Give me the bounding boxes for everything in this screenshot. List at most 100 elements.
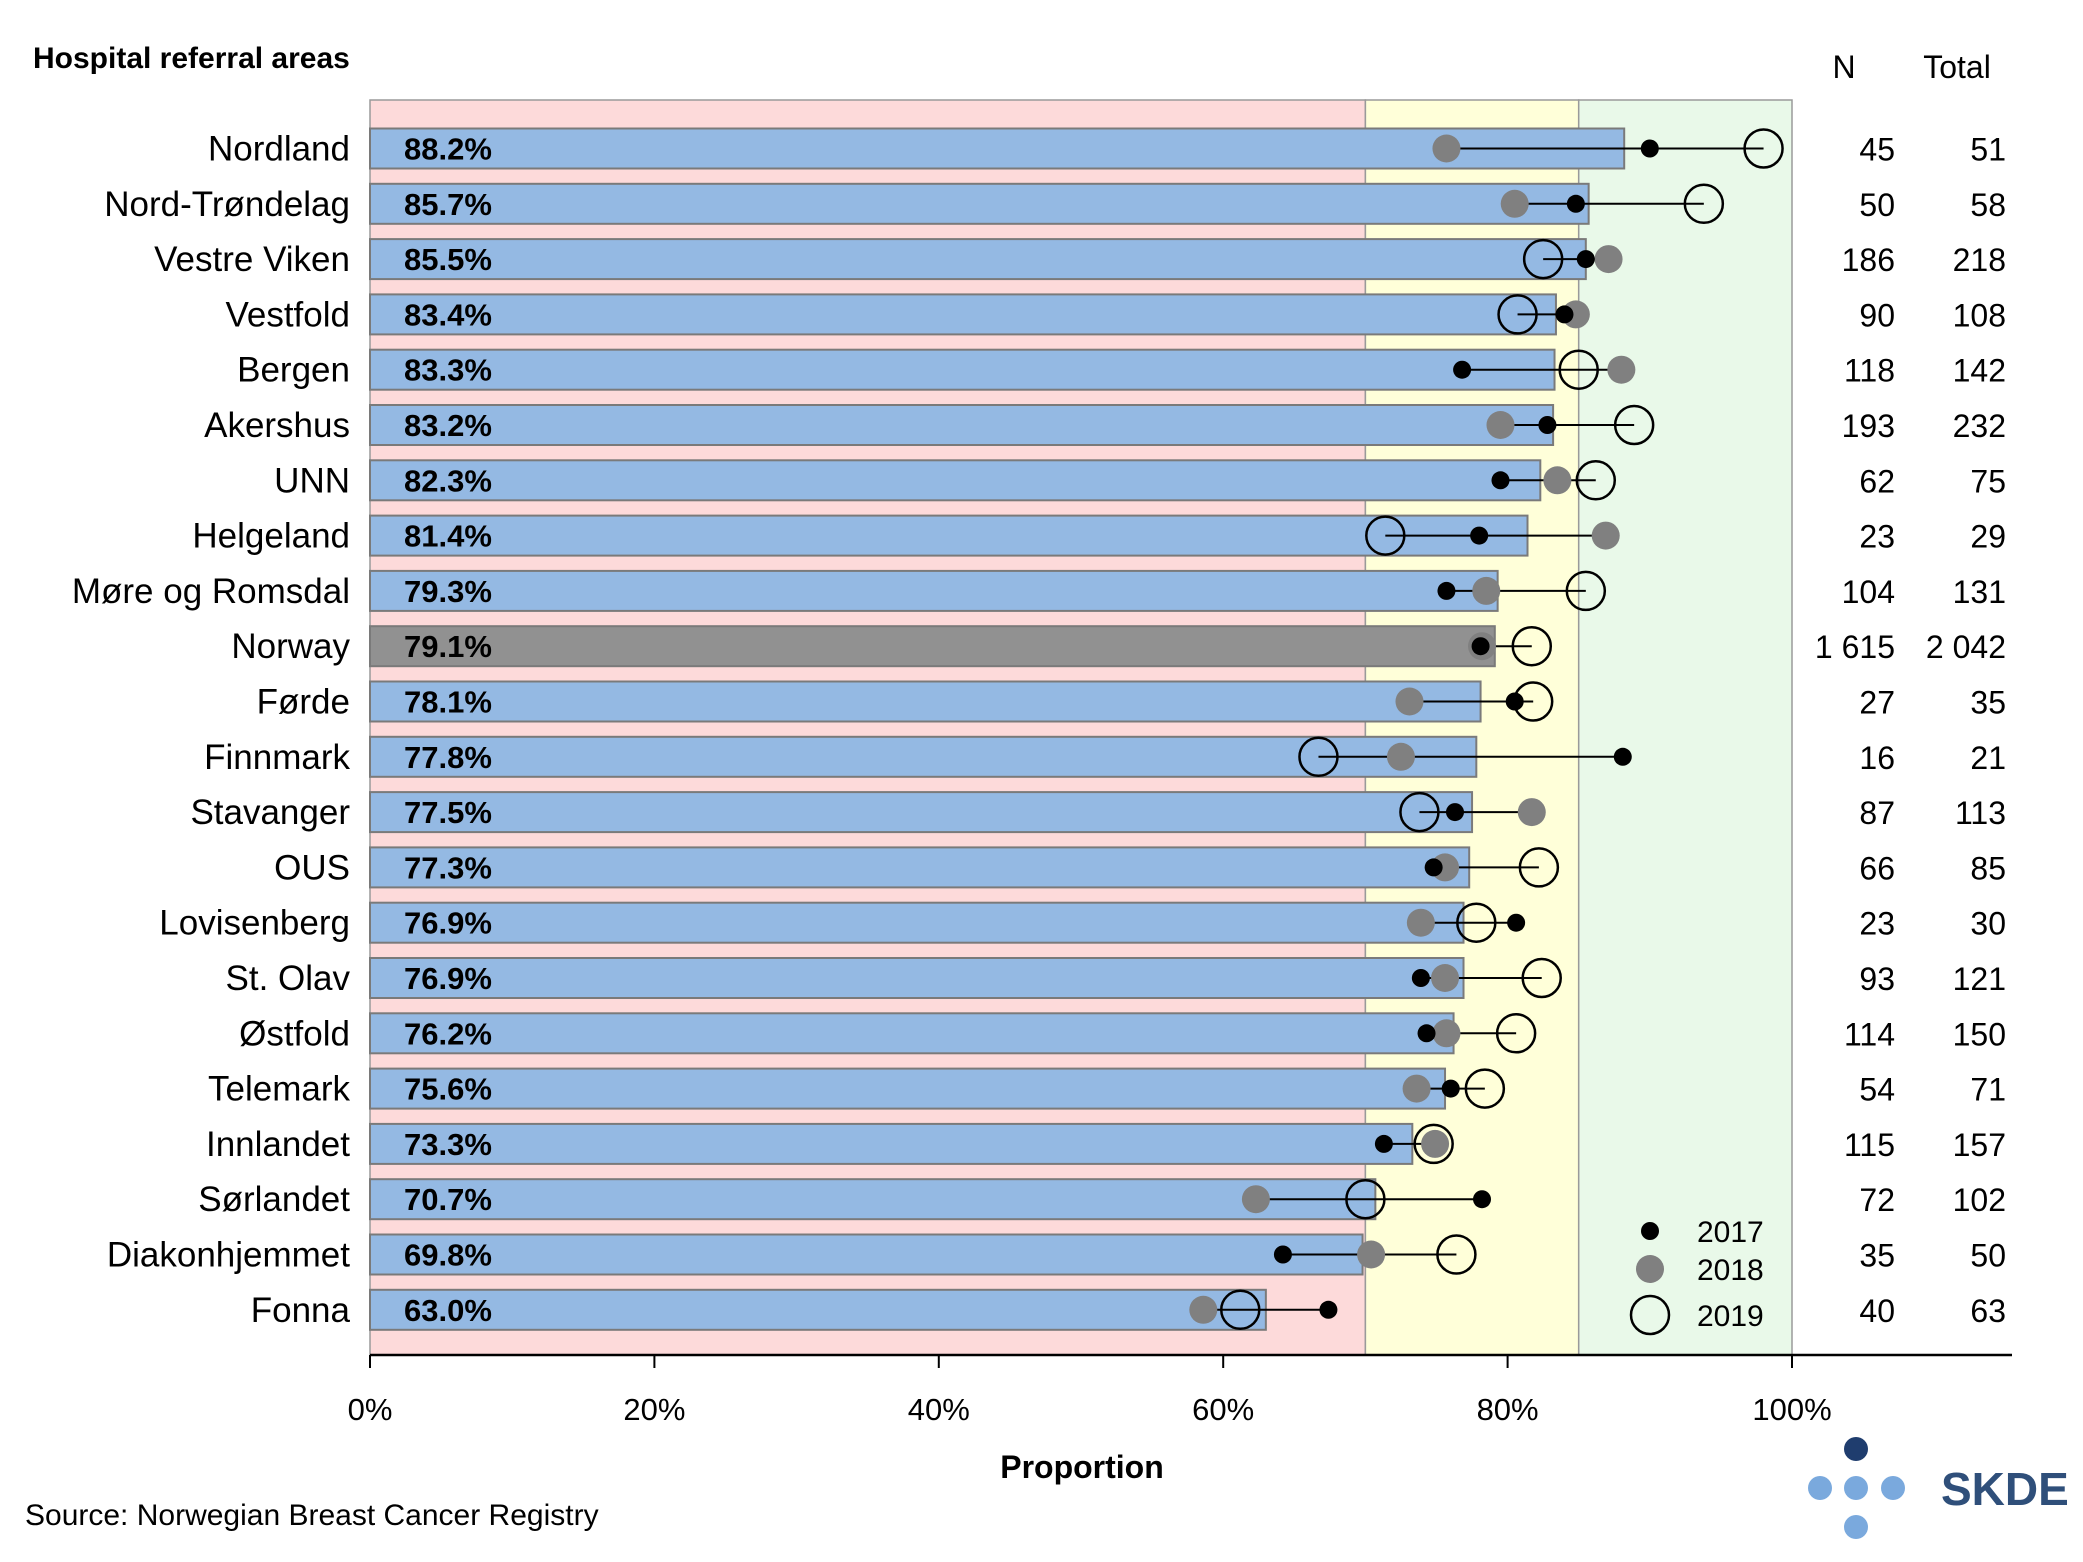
marker-2017-vestfold	[1555, 305, 1574, 324]
value-label-f-rde: 78.1%	[404, 685, 492, 720]
marker-2017-finnmark	[1613, 747, 1632, 766]
bar-m-re-og-romsdal	[369, 569, 1499, 612]
bar-innlandet	[369, 1122, 1414, 1165]
value-label-helgeland: 81.4%	[404, 519, 492, 554]
logo-dot-center	[1844, 1476, 1868, 1500]
value-label-unn: 82.3%	[404, 463, 492, 498]
marker-2018-nordland	[1432, 134, 1461, 163]
total-value-innlandet: 157	[1953, 1127, 2006, 1163]
marker-2019-diakonhjemmet	[1436, 1234, 1477, 1275]
x-tick-label-2: 40%	[908, 1392, 970, 1427]
total-value-unn: 75	[1970, 463, 2006, 499]
bar-lovisenberg	[369, 901, 1465, 944]
category-label-stfold: Østfold	[239, 1014, 350, 1053]
n-value-helgeland: 23	[1859, 519, 1895, 555]
value-label-telemark: 75.6%	[404, 1072, 492, 1107]
legend: 2017 2018 2019	[1629, 1216, 1764, 1336]
category-label-innlandet: Innlandet	[206, 1125, 350, 1164]
value-label-innlandet: 73.3%	[404, 1127, 492, 1162]
value-label-bergen: 83.3%	[404, 353, 492, 388]
bar-finnmark	[369, 735, 1478, 778]
total-value-helgeland: 29	[1970, 519, 2006, 555]
n-value-m-re-og-romsdal: 104	[1842, 574, 1895, 610]
marker-2019-lovisenberg	[1456, 902, 1497, 943]
x-tick-label-0: 0%	[348, 1392, 393, 1427]
n-value-s-rlandet: 72	[1859, 1182, 1895, 1218]
value-label-st-olav: 76.9%	[404, 961, 492, 996]
total-value-telemark: 71	[1970, 1072, 2006, 1108]
year-markers	[1189, 128, 1784, 1331]
category-label-f-rde: Førde	[257, 683, 350, 722]
bar-st-olav	[369, 957, 1465, 999]
n-value-f-rde: 27	[1859, 685, 1895, 721]
category-label-nordland: Nordland	[208, 130, 350, 169]
category-label-helgeland: Helgeland	[192, 517, 350, 556]
n-value-ous: 66	[1859, 850, 1895, 886]
n-value-stavanger: 87	[1859, 795, 1895, 831]
value-label-m-re-og-romsdal: 79.3%	[404, 574, 492, 609]
total-value-stavanger: 113	[1955, 795, 2006, 831]
total-value-bergen: 142	[1953, 353, 2006, 389]
marker-2017-telemark	[1441, 1079, 1460, 1098]
n-header: N	[1832, 49, 1855, 85]
total-value-ous: 85	[1970, 850, 2006, 886]
marker-2017-innlandet	[1374, 1134, 1393, 1153]
x-tick-label-4: 80%	[1477, 1392, 1539, 1427]
x-axis-ticks: 0% 20% 40% 60% 80% 100%	[348, 1355, 1832, 1427]
n-value-stfold: 114	[1844, 1016, 1895, 1052]
marker-2017-diakonhjemmet	[1273, 1245, 1292, 1264]
value-label-nord-tr-ndelag: 85.7%	[404, 187, 492, 222]
logo-dot-right	[1881, 1476, 1905, 1500]
legend-2018-label: 2018	[1697, 1254, 1764, 1287]
marker-2018-diakonhjemmet	[1357, 1240, 1386, 1269]
bar-s-rlandet	[369, 1178, 1377, 1221]
marker-2019-fonna	[1220, 1289, 1261, 1331]
legend-2018-marker	[1636, 1255, 1664, 1283]
bar-stavanger	[369, 791, 1474, 834]
n-value-akershus: 193	[1842, 408, 1895, 444]
category-label-akershus: Akershus	[204, 406, 350, 445]
marker-2018-stfold	[1432, 1019, 1461, 1048]
marker-2017-unn	[1491, 471, 1510, 490]
marker-2018-finnmark	[1386, 742, 1415, 771]
total-value-nordland: 51	[1970, 132, 2006, 168]
marker-2019-m-re-og-romsdal	[1565, 570, 1607, 612]
n-value-st-olav: 93	[1859, 961, 1895, 997]
bar-fonna	[369, 1288, 1267, 1331]
marker-2019-innlandet	[1413, 1123, 1454, 1165]
marker-2018-bergen	[1607, 355, 1636, 384]
category-label-telemark: Telemark	[208, 1070, 350, 1109]
marker-2019-ous	[1518, 847, 1560, 888]
n-value-nordland: 45	[1859, 132, 1895, 168]
marker-2017-stfold	[1417, 1024, 1436, 1043]
n-value-bergen: 118	[1844, 353, 1895, 389]
marker-2019-akershus	[1613, 404, 1655, 446]
value-label-finnmark: 77.8%	[404, 740, 492, 775]
value-label-stavanger: 77.5%	[404, 795, 492, 830]
marker-2018-telemark	[1402, 1074, 1431, 1103]
bar-vestre-viken	[369, 238, 1587, 281]
category-label-st-olav: St. Olav	[226, 959, 351, 998]
category-label-vestfold: Vestfold	[225, 295, 350, 334]
total-value-finnmark: 21	[1970, 740, 2006, 776]
marker-2019-telemark	[1464, 1068, 1506, 1109]
total-value-akershus: 232	[1953, 408, 2006, 444]
logo-dot-bottom	[1844, 1515, 1868, 1539]
category-label-m-re-og-romsdal: Møre og Romsdal	[72, 572, 350, 611]
category-label-diakonhjemmet: Diakonhjemmet	[107, 1236, 350, 1275]
bar-unn	[369, 459, 1542, 502]
value-label-ous: 77.3%	[404, 850, 492, 885]
marker-2019-bergen	[1558, 349, 1599, 390]
value-label-vestre-viken: 85.5%	[404, 242, 492, 277]
marker-2017-fonna	[1319, 1300, 1338, 1319]
total-value-lovisenberg: 30	[1970, 906, 2006, 942]
category-label-unn: UNN	[274, 461, 350, 500]
total-value-s-rlandet: 102	[1953, 1182, 2006, 1218]
value-label-s-rlandet: 70.7%	[404, 1182, 492, 1217]
marker-2017-f-rde	[1505, 692, 1524, 711]
bar-vestfold	[369, 293, 1557, 336]
marker-2019-nord-tr-ndelag	[1683, 183, 1725, 225]
logo-dot-top	[1844, 1437, 1868, 1461]
marker-2019-nordland	[1743, 128, 1784, 169]
